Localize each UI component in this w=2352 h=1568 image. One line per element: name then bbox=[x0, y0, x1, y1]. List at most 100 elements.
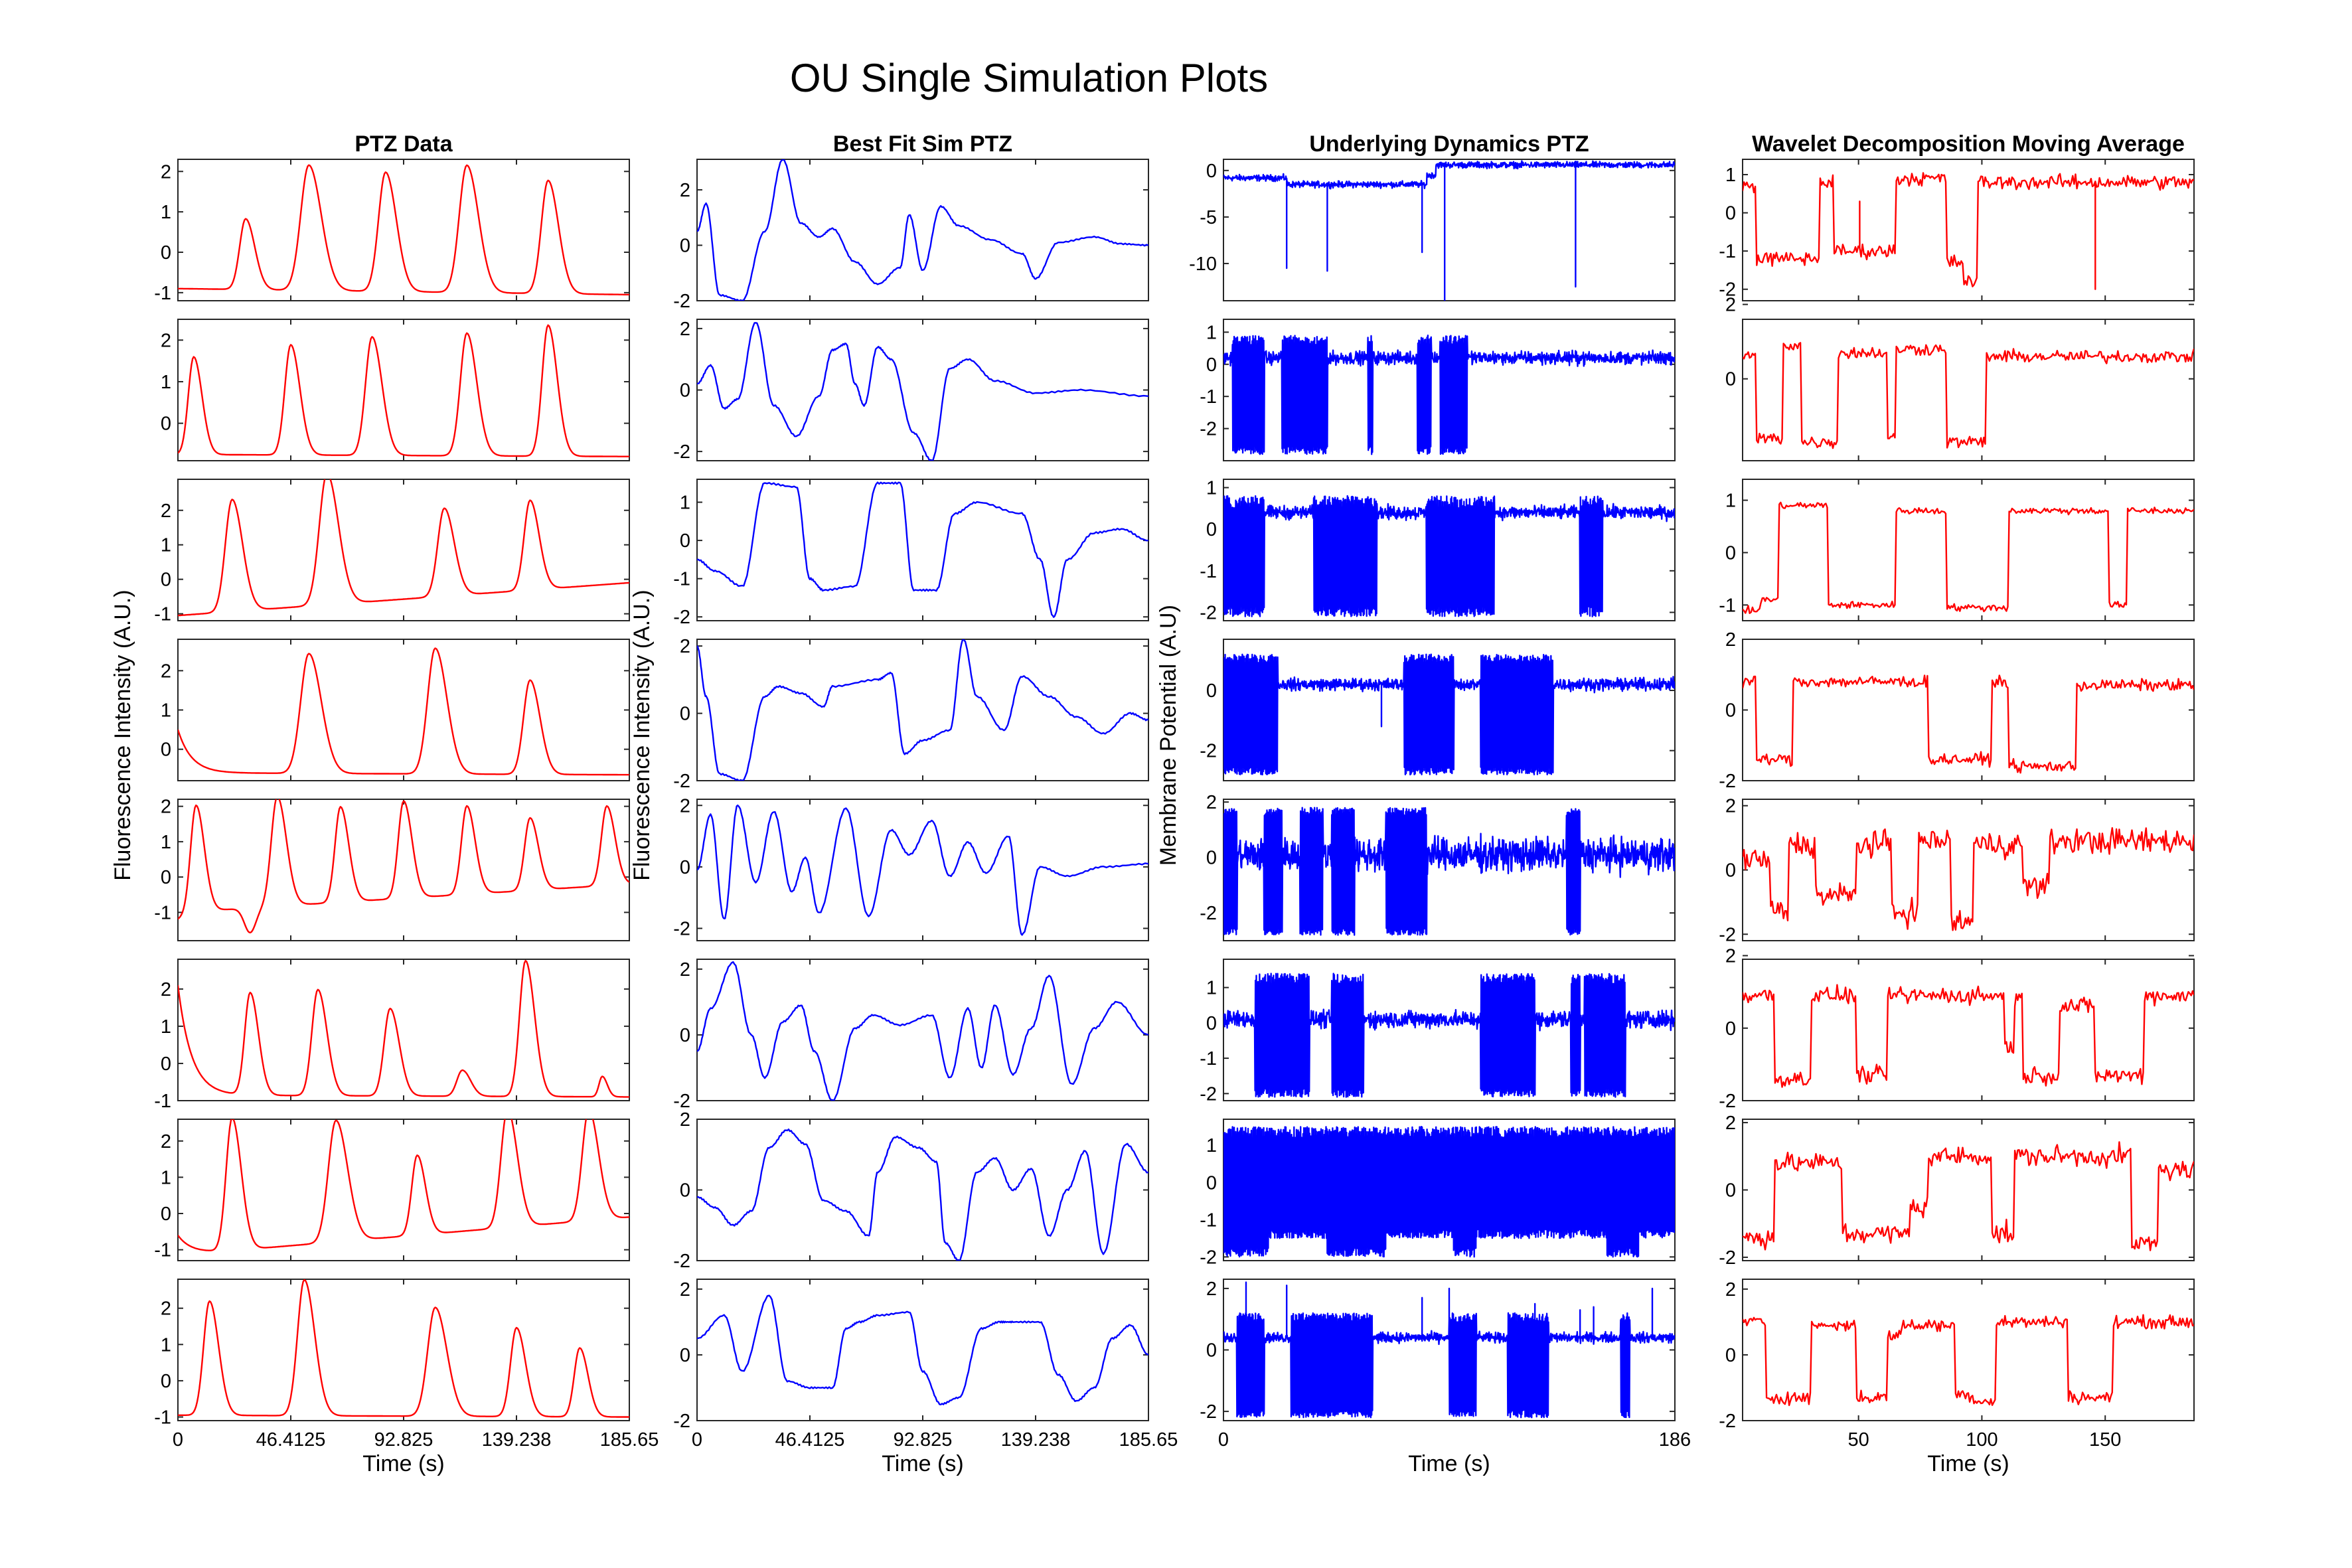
y-tick-label: -2 bbox=[1200, 1083, 1217, 1105]
subplot-r4-c2: -2 0 2 bbox=[673, 636, 1149, 792]
series-line bbox=[697, 961, 1148, 1101]
y-axis-label: Membrane Potential (A.U) bbox=[1156, 605, 1181, 866]
y-tick-label: 0 bbox=[161, 1371, 171, 1392]
y-tick-label: 0 bbox=[161, 242, 171, 264]
axes-frame bbox=[177, 799, 630, 941]
column-1: PTZ Data-1012012-1012012-1012-1012-1012-… bbox=[110, 131, 659, 1476]
series-line bbox=[178, 479, 629, 617]
y-tick-label: -2 bbox=[673, 771, 690, 792]
series-line bbox=[1223, 160, 1675, 301]
axes-frame bbox=[696, 159, 1149, 301]
y-tick-label: 0 bbox=[680, 1345, 690, 1366]
y-tick-label: 2 bbox=[680, 795, 690, 817]
axes-frame bbox=[177, 159, 630, 301]
y-tick-label: 2 bbox=[680, 319, 690, 340]
y-tick-label: 0 bbox=[161, 570, 171, 591]
y-tick-label: -2 bbox=[1200, 1247, 1217, 1268]
y-tick-label: 1 bbox=[161, 202, 171, 223]
y-tick-label: -1 bbox=[154, 1240, 171, 1261]
series-line bbox=[1223, 1126, 1675, 1258]
y-tick-label: 2 bbox=[680, 959, 690, 980]
series-line bbox=[1223, 495, 1675, 617]
x-axis-label: Time (s) bbox=[362, 1451, 444, 1476]
y-tick-label: 1 bbox=[1206, 978, 1217, 999]
y-tick-label: 0 bbox=[680, 380, 690, 402]
x-tick-label: 0 bbox=[1218, 1429, 1229, 1450]
x-axis-label: Time (s) bbox=[1927, 1451, 2009, 1476]
column-title: Wavelet Decomposition Moving Average bbox=[1752, 131, 2185, 157]
subplot-r2-c1: 0 1 2 bbox=[161, 319, 630, 461]
y-tick-label: 0 bbox=[680, 1180, 690, 1202]
y-tick-label: -2 bbox=[1719, 924, 1736, 945]
y-tick-label: 2 bbox=[1725, 629, 1736, 651]
y-tick-label: 2 bbox=[680, 1109, 690, 1131]
column-title: Best Fit Sim PTZ bbox=[833, 131, 1012, 157]
y-tick-label: 0 bbox=[1725, 1345, 1736, 1366]
y-tick-label: 2 bbox=[680, 636, 690, 657]
series-line bbox=[178, 960, 629, 1098]
y-tick-label: 1 bbox=[1206, 322, 1217, 343]
y-tick-label: -2 bbox=[673, 291, 690, 312]
axes-frame bbox=[177, 639, 630, 781]
y-tick-label: 0 bbox=[161, 867, 171, 888]
x-tick-label: 50 bbox=[1848, 1429, 1869, 1450]
y-tick-label: 0 bbox=[1725, 369, 1736, 390]
y-axis-label: Fluorescence Intensity (A.U.) bbox=[629, 589, 655, 880]
axes-frame bbox=[1742, 319, 2195, 461]
series-line bbox=[178, 164, 629, 296]
axes-frame bbox=[177, 959, 630, 1101]
y-tick-label: 2 bbox=[1725, 1279, 1736, 1300]
y-tick-label: 2 bbox=[161, 501, 171, 522]
series-line bbox=[1743, 342, 2194, 449]
y-tick-label: 1 bbox=[161, 535, 171, 556]
series-line bbox=[697, 639, 1148, 781]
y-tick-label: 0 bbox=[161, 740, 171, 761]
subplot-r2-c3: -2 -1 0 1 bbox=[1200, 319, 1676, 461]
x-tick-label: 186 bbox=[1659, 1429, 1691, 1450]
y-tick-label: 1 bbox=[161, 372, 171, 393]
y-tick-label: -1 bbox=[154, 604, 171, 625]
axes-frame bbox=[177, 319, 630, 461]
subplot-r5-c1: -1 0 1 2 bbox=[154, 797, 630, 941]
subplot-r3-c3: -2 -1 0 1 bbox=[1200, 478, 1676, 623]
axes-frame bbox=[1223, 799, 1676, 941]
y-tick-label: -2 bbox=[1719, 1091, 1736, 1112]
y-tick-label: 2 bbox=[161, 661, 171, 682]
y-tick-label: -2 bbox=[673, 607, 690, 628]
subplot-r4-c4: -2 0 2 bbox=[1719, 629, 2195, 792]
y-tick-label: 0 bbox=[1725, 203, 1736, 224]
y-tick-label: -1 bbox=[1719, 595, 1736, 616]
series-line bbox=[1223, 807, 1675, 936]
y-tick-label: 1 bbox=[1725, 491, 1736, 512]
y-tick-label: -10 bbox=[1189, 254, 1217, 275]
y-tick-label: 0 bbox=[161, 414, 171, 435]
subplot-r2-c4: 02 bbox=[1725, 295, 2195, 461]
y-tick-label: 1 bbox=[161, 1167, 171, 1188]
y-tick-label: -2 bbox=[1200, 741, 1217, 762]
y-tick-label: 2 bbox=[1206, 1279, 1217, 1300]
subplot-r3-c1: -1 0 1 2 bbox=[154, 479, 630, 625]
y-tick-label: 0 bbox=[1206, 1013, 1217, 1034]
y-tick-label: -2 bbox=[1719, 1411, 1736, 1432]
subplot-r8-c4: -2 0 2 50 100 150 Time (s) bbox=[1719, 1279, 2195, 1476]
subplot-r1-c1: -1 0 1 2 bbox=[154, 159, 630, 304]
y-tick-label: -2 bbox=[673, 1091, 690, 1112]
y-tick-label: 0 bbox=[680, 235, 690, 256]
y-tick-label: 0 bbox=[1725, 860, 1736, 882]
y-tick-label: 1 bbox=[161, 1016, 171, 1038]
x-tick-label: 100 bbox=[1966, 1429, 1998, 1450]
x-tick-label: 46.4125 bbox=[256, 1429, 326, 1450]
y-tick-label: 0 bbox=[1725, 700, 1736, 722]
series-line bbox=[1743, 984, 2194, 1088]
y-tick-label: -2 bbox=[1719, 279, 1736, 301]
y-tick-label: -2 bbox=[673, 1411, 690, 1432]
column-2: Best Fit Sim PTZ-202-202-2-101-202-202-2… bbox=[629, 131, 1178, 1476]
series-line bbox=[1223, 653, 1675, 776]
y-tick-label: 0 bbox=[1206, 161, 1217, 182]
y-tick-label: -2 bbox=[1719, 771, 1736, 792]
y-tick-label: 0 bbox=[1725, 542, 1736, 564]
y-tick-label: 0 bbox=[680, 857, 690, 878]
y-tick-label: 2 bbox=[1725, 946, 1736, 967]
